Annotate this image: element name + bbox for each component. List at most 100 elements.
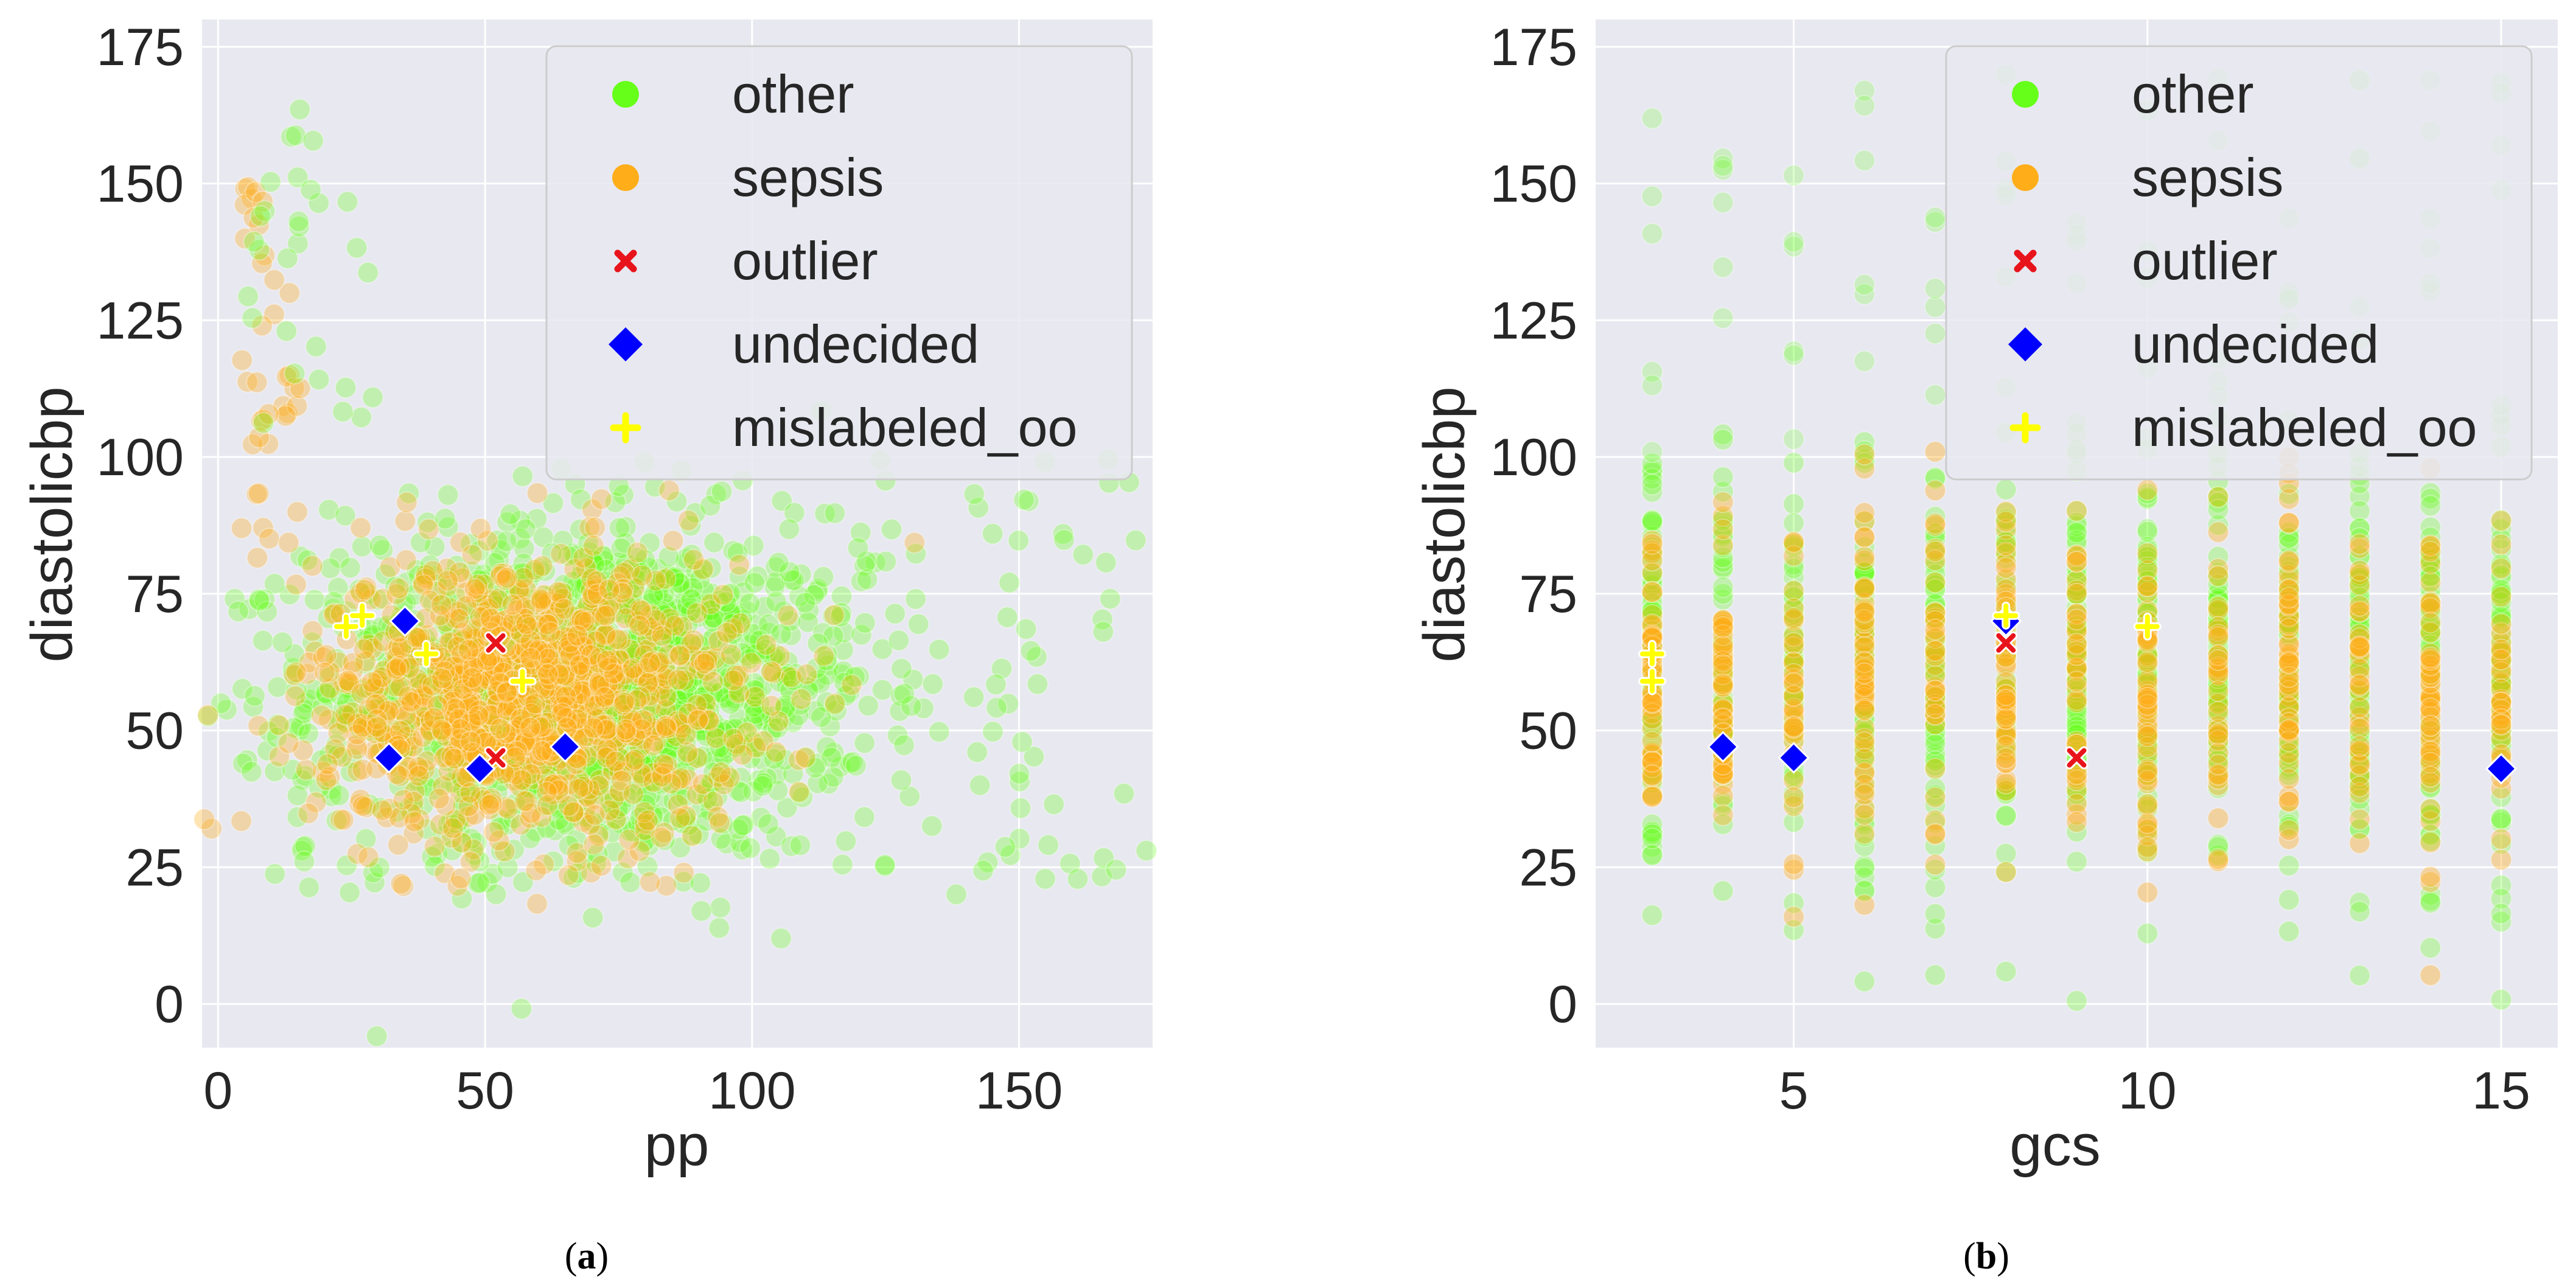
scatter-point xyxy=(692,782,714,805)
scatter-point xyxy=(2419,831,2442,854)
scatter-point xyxy=(347,678,369,700)
scatter-point xyxy=(921,673,944,695)
scatter-point xyxy=(1924,277,1946,300)
scatter-point xyxy=(536,597,559,619)
scatter-point xyxy=(1853,94,1876,117)
scatter-point xyxy=(708,752,730,775)
scatter-point xyxy=(294,765,316,787)
scatter-point xyxy=(471,569,494,592)
scatter-point xyxy=(2348,900,2371,923)
scatter-point xyxy=(284,362,306,385)
scatter-point xyxy=(750,748,773,771)
legend-a: other sepsis outlier undecided mislabeled_oo xyxy=(545,45,1133,481)
scatter-point xyxy=(573,747,595,770)
scatter-point xyxy=(649,574,672,596)
scatter-point xyxy=(779,610,801,632)
scatter-point xyxy=(529,713,551,736)
scatter-point xyxy=(1924,540,1946,563)
y-tick-label: 0 xyxy=(1548,975,1577,1034)
scatter-point xyxy=(657,601,679,624)
scatter-point xyxy=(1853,273,1876,296)
scatter-point xyxy=(608,710,630,733)
scatter-point xyxy=(579,641,602,664)
scatter-point xyxy=(871,678,894,701)
scatter-point xyxy=(623,820,645,843)
scatter-point xyxy=(666,595,689,618)
scatter-point xyxy=(2207,848,2229,871)
scatter-point xyxy=(652,771,675,794)
scatter-point xyxy=(774,705,797,728)
scatter-point xyxy=(625,633,647,655)
scatter-point xyxy=(371,799,394,821)
scatter-point xyxy=(525,772,547,795)
scatter-point xyxy=(1712,804,1734,826)
scatter-point xyxy=(442,661,464,683)
scatter-point xyxy=(463,713,486,736)
scatter-point xyxy=(675,547,697,569)
scatter-point xyxy=(2207,753,2229,776)
scatter-point xyxy=(772,665,795,688)
scatter-point xyxy=(1853,149,1876,172)
x-axis-label-b: gcs xyxy=(2009,1113,2100,1178)
scatter-point xyxy=(1099,588,1122,610)
x-tick-label: 50 xyxy=(456,1062,514,1120)
scatter-point xyxy=(490,770,513,793)
scatter-point xyxy=(578,678,601,701)
scatter-point xyxy=(258,527,281,550)
scatter-point xyxy=(569,719,592,741)
scatter-point xyxy=(1995,708,2017,730)
scatter-point xyxy=(680,647,703,669)
scatter-point xyxy=(683,668,705,691)
scatter-point xyxy=(699,681,721,703)
scatter-point xyxy=(277,531,300,554)
scatter-point xyxy=(1995,534,2017,557)
scatter-point xyxy=(297,802,319,824)
scatter-point xyxy=(760,661,783,683)
scatter-point xyxy=(623,728,645,750)
y-tick-label: 150 xyxy=(97,155,184,214)
scatter-point xyxy=(721,597,744,619)
scatter-point xyxy=(613,691,635,714)
scatter-point xyxy=(561,691,584,714)
scatter-point xyxy=(422,724,444,747)
scatter-point xyxy=(701,645,724,667)
scatter-point xyxy=(573,709,596,731)
scatter-point xyxy=(573,572,595,594)
scatter-point xyxy=(680,750,702,772)
scatter-point xyxy=(499,503,522,526)
scatter-point xyxy=(647,695,670,717)
scatter-point xyxy=(1782,531,1805,553)
scatter-point xyxy=(487,549,510,571)
scatter-point xyxy=(1853,894,1876,916)
scatter-point xyxy=(739,837,761,860)
scatter-point xyxy=(669,807,691,829)
scatter-point xyxy=(1782,853,1805,875)
scatter-point xyxy=(248,590,271,612)
scatter-point xyxy=(1782,451,1805,474)
scatter-point xyxy=(238,598,260,621)
scatter-point xyxy=(1782,905,1805,928)
scatter-point xyxy=(1782,493,1805,515)
scatter-point xyxy=(467,872,489,894)
scatter-point xyxy=(732,581,755,604)
scatter-point xyxy=(874,550,897,573)
scatter-point xyxy=(371,538,394,561)
scatter-point xyxy=(693,652,716,675)
scatter-point xyxy=(231,678,254,700)
scatter-point xyxy=(776,675,798,698)
scatter-point xyxy=(710,761,732,784)
scatter-point xyxy=(701,724,724,747)
scatter-point xyxy=(596,649,618,672)
scatter-point xyxy=(301,620,324,642)
scatter-point xyxy=(422,714,445,737)
scatter-point xyxy=(2419,936,2442,959)
scatter-point xyxy=(705,736,727,758)
scatter-point xyxy=(629,681,652,704)
scatter-point xyxy=(723,690,745,712)
scatter-point xyxy=(327,714,350,737)
scatter-point xyxy=(662,622,685,645)
scatter-point xyxy=(1853,784,1876,806)
scatter-point xyxy=(444,772,466,795)
scatter-point xyxy=(1995,557,2017,579)
scatter-point xyxy=(553,597,576,620)
